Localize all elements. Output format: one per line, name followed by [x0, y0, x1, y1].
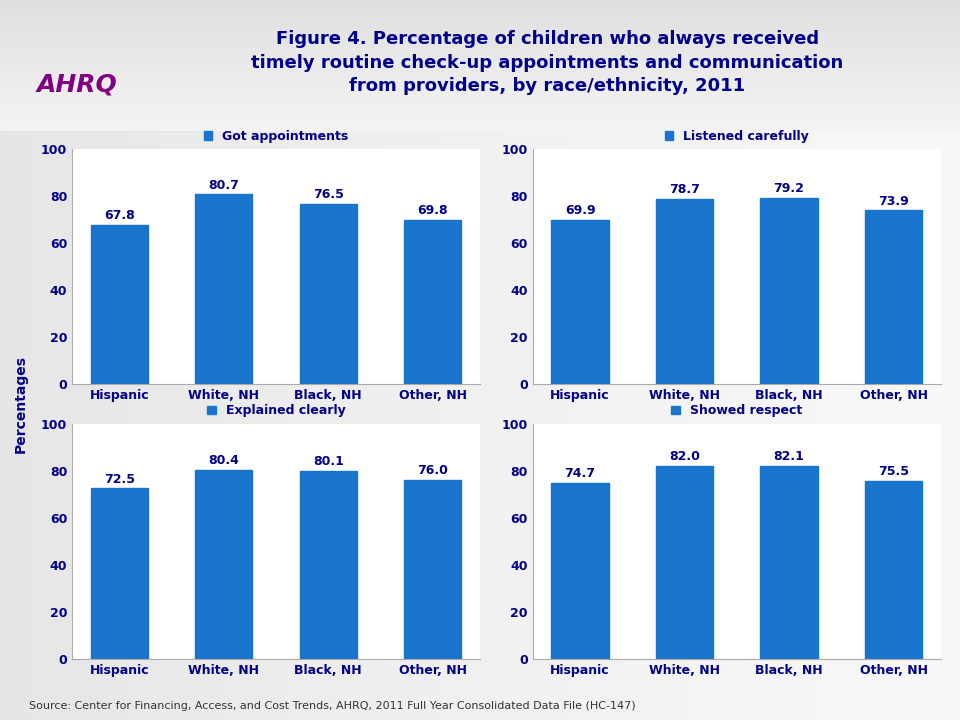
Bar: [90, 488, 148, 659]
Bar: [865, 481, 923, 659]
Text: 72.5: 72.5: [104, 472, 134, 485]
Text: AHRQ: AHRQ: [36, 72, 117, 96]
Bar: [90, 225, 148, 384]
Text: 82.1: 82.1: [774, 450, 804, 463]
Text: 74.7: 74.7: [564, 467, 595, 480]
Text: 76.0: 76.0: [418, 464, 448, 477]
Bar: [195, 469, 252, 659]
Text: 80.7: 80.7: [208, 179, 239, 192]
Bar: [760, 198, 818, 384]
Text: Source: Center for Financing, Access, and Cost Trends, AHRQ, 2011 Full Year Cons: Source: Center for Financing, Access, an…: [29, 701, 636, 711]
Bar: [656, 466, 713, 659]
Text: 69.9: 69.9: [564, 204, 595, 217]
Bar: [551, 483, 609, 659]
Text: 78.7: 78.7: [669, 184, 700, 197]
Legend: Explained clearly: Explained clearly: [202, 400, 350, 423]
Bar: [404, 480, 462, 659]
Text: 75.5: 75.5: [878, 466, 909, 479]
Bar: [195, 194, 252, 384]
Legend: Got appointments: Got appointments: [199, 125, 353, 148]
Text: 76.5: 76.5: [313, 189, 344, 202]
Bar: [656, 199, 713, 384]
Bar: [300, 204, 357, 384]
Text: 82.0: 82.0: [669, 450, 700, 463]
Text: 67.8: 67.8: [104, 209, 134, 222]
Text: 69.8: 69.8: [418, 204, 448, 217]
Bar: [404, 220, 462, 384]
Text: 80.4: 80.4: [208, 454, 239, 467]
Legend: Listened carefully: Listened carefully: [660, 125, 814, 148]
Text: 80.1: 80.1: [313, 454, 344, 468]
Bar: [300, 470, 357, 659]
Bar: [760, 466, 818, 659]
Text: Figure 4. Percentage of children who always received
timely routine check-up app: Figure 4. Percentage of children who alw…: [252, 30, 843, 96]
Text: 79.2: 79.2: [774, 182, 804, 195]
Text: 73.9: 73.9: [878, 194, 909, 207]
Text: Percentages: Percentages: [14, 355, 28, 453]
Bar: [551, 220, 609, 384]
Legend: Showed respect: Showed respect: [666, 400, 807, 423]
Bar: [865, 210, 923, 384]
